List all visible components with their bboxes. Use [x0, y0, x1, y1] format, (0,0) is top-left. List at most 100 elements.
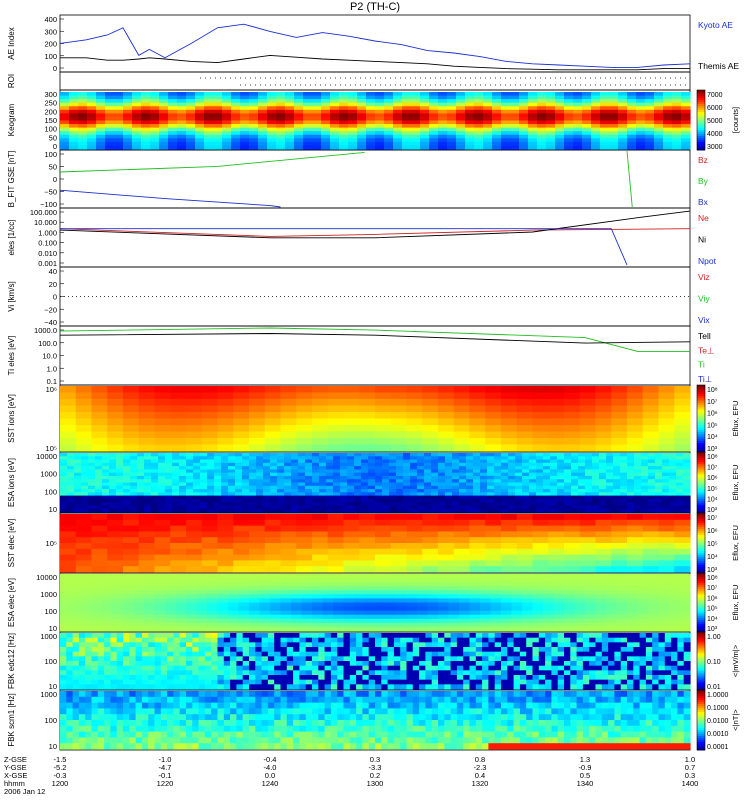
heat-cell [249, 134, 259, 139]
heat-cell [60, 386, 77, 394]
heat-cell [348, 124, 358, 129]
heat-cell [483, 113, 493, 118]
heat-cell [217, 418, 234, 426]
heat-cell [249, 106, 259, 111]
heat-cell [645, 120, 655, 125]
heat-cell [201, 412, 219, 420]
heat-cell [186, 492, 194, 497]
heat-cell [123, 651, 130, 657]
heat-cell [515, 453, 523, 457]
heat-cell [291, 495, 299, 500]
heat-cell [312, 498, 320, 503]
heat-cell [553, 594, 565, 600]
heat-cell [222, 116, 232, 122]
heat-cell [303, 116, 313, 122]
heat-cell [141, 120, 151, 125]
colorbar-cell [697, 472, 705, 475]
heat-cell [354, 489, 362, 493]
heat-cell [641, 482, 649, 487]
heat-cell [263, 505, 271, 510]
heat-cell [276, 131, 286, 136]
heat-cell [123, 453, 131, 457]
heat-cell [343, 578, 355, 583]
heat-cell [343, 594, 355, 600]
heat-cell [75, 392, 93, 400]
heat-cell [469, 626, 481, 632]
heat-cell [474, 95, 484, 100]
heat-cell [452, 462, 460, 467]
heat-cell [151, 482, 159, 487]
heat-cell [679, 606, 691, 612]
heat-cell [70, 598, 82, 604]
heat-cell [519, 127, 529, 132]
heat-cell [154, 642, 162, 648]
heat-cell [473, 495, 481, 500]
heat-cell [301, 574, 313, 579]
heat-cell [207, 459, 215, 464]
heat-cell [490, 586, 502, 591]
colorbar-cell [697, 702, 705, 705]
heat-cell [648, 505, 656, 510]
heat-cell [417, 626, 429, 632]
heat-cell [326, 502, 334, 507]
heat-cell [359, 444, 376, 452]
heat-cell [613, 459, 621, 464]
heat-cell [492, 141, 502, 147]
heat-cell [501, 610, 513, 616]
heat-cell [642, 418, 660, 426]
heat-cell [201, 548, 219, 556]
heat-cell [130, 479, 138, 484]
heat-cell [591, 145, 601, 150]
heat-cell [473, 489, 481, 493]
heat-cell [674, 519, 691, 527]
heat-cell [102, 626, 114, 632]
heat-cell [228, 610, 240, 616]
heat-cell [424, 482, 432, 487]
heat-cell [133, 578, 145, 583]
heat-cell [641, 453, 649, 457]
heat-cell [96, 109, 106, 114]
heat-cell [217, 566, 234, 573]
heat-cell [366, 131, 376, 136]
heat-cell [249, 610, 261, 616]
heat-cell [312, 141, 322, 147]
heat-cell [105, 99, 115, 104]
heat-cell [641, 466, 649, 470]
heat-cell [312, 425, 329, 433]
heat-cell [424, 472, 432, 477]
heat-cell [511, 606, 523, 612]
heat-cell [298, 466, 306, 470]
heat-cell [130, 466, 138, 470]
heat-cell [672, 102, 682, 107]
heat-cell [411, 95, 421, 100]
heat-cell [606, 462, 614, 467]
heat-cell [494, 498, 502, 503]
heat-cell [217, 405, 234, 413]
heat-cell [368, 475, 376, 480]
heat-cell [595, 392, 612, 400]
heat-cell [658, 590, 670, 595]
heat-cell [532, 590, 544, 595]
heat-cell [259, 574, 271, 579]
colorbar-cell [697, 126, 705, 129]
heat-cell [238, 614, 250, 620]
heat-cell [123, 661, 130, 667]
heat-cell [627, 99, 637, 104]
heat-cell [452, 479, 460, 484]
heat-cell [148, 656, 156, 662]
heat-cell [393, 138, 403, 143]
heat-cell [312, 574, 324, 579]
colorbar-cell [697, 543, 705, 546]
heat-cell [417, 606, 429, 612]
heat-cell [242, 502, 250, 507]
heat-cell [69, 138, 79, 143]
heat-cell [200, 498, 208, 503]
heat-cell [242, 469, 250, 474]
heat-cell [492, 95, 502, 100]
heat-cell [256, 489, 264, 493]
heat-cell [571, 495, 579, 500]
colorbar-tick: 10⁸ [707, 575, 718, 582]
heat-cell [553, 578, 565, 583]
heat-cell [280, 618, 292, 624]
heat-cell [492, 92, 502, 97]
